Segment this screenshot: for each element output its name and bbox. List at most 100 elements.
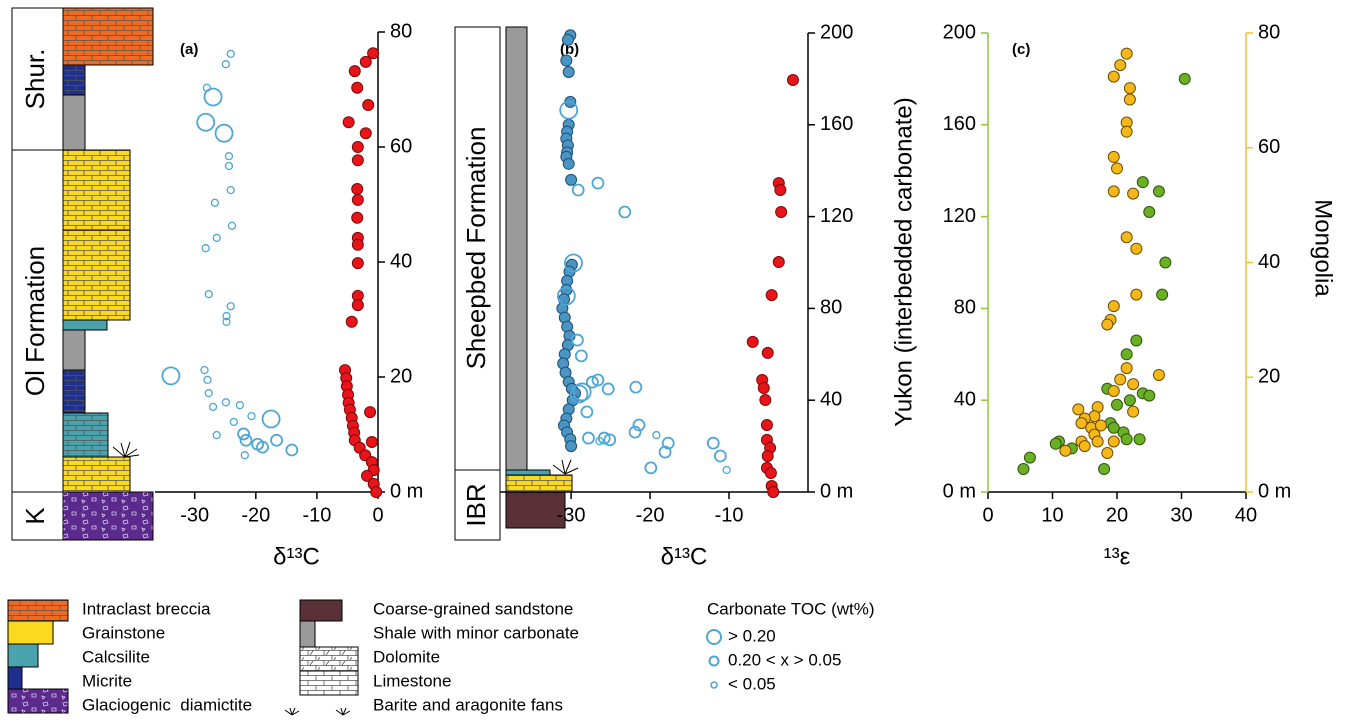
legend-label: Shale with minor carbonate	[373, 623, 579, 642]
data-point	[1130, 288, 1143, 301]
data-point	[761, 449, 774, 462]
data-point	[256, 440, 269, 454]
data-point	[362, 99, 375, 112]
data-point	[1094, 419, 1107, 432]
data-point	[1111, 162, 1123, 175]
y-tick-label: 0 m	[1258, 480, 1291, 502]
data-point	[559, 100, 579, 120]
data-point	[226, 49, 235, 58]
data-point	[1107, 435, 1120, 448]
data-point	[365, 435, 378, 448]
data-point	[342, 116, 355, 129]
data-point	[351, 193, 364, 206]
data-point	[746, 335, 759, 348]
legend-title: Carbonate TOC (wt%)	[707, 599, 875, 618]
data-point	[1127, 378, 1140, 391]
data-point	[237, 427, 250, 441]
data-point	[204, 388, 213, 398]
data-point	[351, 154, 364, 167]
data-point	[1059, 444, 1072, 457]
y-tick-label: 120	[820, 205, 853, 227]
y-tick-label: 80	[1258, 21, 1280, 43]
data-point	[591, 373, 605, 387]
x-tick-label: 10	[1041, 504, 1063, 526]
data-point	[351, 238, 364, 251]
data-point	[1156, 288, 1169, 301]
panel-label: (a)	[180, 41, 198, 58]
panel-label: (b)	[560, 41, 579, 58]
x-tick-label: 40	[1235, 504, 1257, 526]
data-point	[285, 443, 299, 457]
y-tick-label: 40	[390, 250, 412, 272]
data-point	[1152, 185, 1165, 198]
data-point	[760, 418, 773, 431]
y-tick-label: 20	[1258, 366, 1280, 388]
data-point	[586, 375, 599, 389]
data-point	[1114, 373, 1127, 386]
data-point	[1098, 463, 1111, 476]
data-point	[364, 406, 377, 419]
data-point	[603, 433, 617, 447]
x-tick-label: -10	[715, 504, 744, 526]
legend-label: Dolomite	[373, 647, 440, 666]
data-point	[359, 127, 372, 140]
data-point	[774, 183, 787, 196]
data-point	[582, 431, 595, 445]
data-point	[757, 382, 770, 395]
data-point	[200, 365, 209, 375]
data-point	[208, 402, 218, 412]
y-tick-label: 80	[954, 297, 976, 319]
legend-label: Barite and aragonite fans	[373, 695, 563, 714]
data-point	[570, 333, 584, 347]
legend-marker	[708, 655, 720, 667]
data-point	[574, 349, 588, 363]
unit-label: Ol Formation	[20, 246, 50, 396]
data-point	[1078, 440, 1091, 453]
data-point	[1120, 125, 1133, 138]
y-tick-label: 200	[820, 21, 853, 43]
data-point	[348, 65, 361, 78]
data-point	[1101, 318, 1114, 331]
data-point	[580, 405, 594, 419]
data-point	[658, 445, 672, 459]
data-point	[1075, 417, 1088, 430]
y2-axis-label: Mongolia	[1310, 199, 1337, 297]
data-point	[210, 198, 220, 207]
data-point	[1130, 334, 1143, 347]
data-point	[761, 346, 774, 359]
data-point	[235, 401, 245, 410]
legend-marker	[706, 629, 722, 645]
data-point	[1123, 82, 1136, 95]
legend	[7, 599, 359, 716]
data-point	[367, 47, 380, 60]
data-point	[261, 409, 281, 429]
data-point	[214, 123, 234, 143]
data-point	[556, 286, 576, 306]
data-point	[1101, 446, 1114, 459]
data-point	[569, 384, 589, 404]
data-point	[229, 417, 238, 427]
x-tick-label: -20	[636, 504, 665, 526]
panel-label: (c)	[1012, 41, 1030, 58]
data-point	[591, 176, 605, 190]
data-point	[632, 418, 646, 432]
data-point	[772, 256, 785, 269]
x-tick-label: 0	[372, 504, 383, 526]
x-axis-label: ¹³ε	[1104, 543, 1131, 570]
data-point	[764, 466, 777, 479]
data-point	[222, 311, 231, 321]
data-point	[562, 157, 575, 170]
data-point	[351, 299, 364, 312]
unit-label: Shur.	[20, 49, 50, 110]
data-point	[226, 185, 235, 195]
data-point	[224, 152, 234, 161]
x-tick-label: 30	[1170, 504, 1192, 526]
data-point	[565, 440, 578, 453]
data-point	[618, 205, 632, 219]
data-point	[1120, 362, 1133, 375]
y-tick-label: 60	[390, 135, 412, 157]
data-point	[652, 430, 661, 440]
data-point	[226, 302, 235, 311]
y-tick-label: 80	[390, 20, 412, 42]
